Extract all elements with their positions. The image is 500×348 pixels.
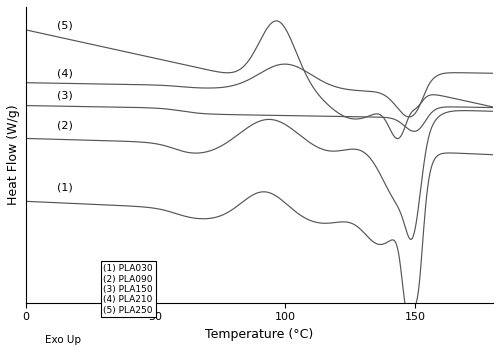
Text: (2): (2) <box>56 121 72 131</box>
Text: (5): (5) <box>56 21 72 31</box>
Text: (4): (4) <box>56 69 72 79</box>
Text: (1): (1) <box>56 183 72 193</box>
Y-axis label: Heat Flow (W/g): Heat Flow (W/g) <box>7 104 20 205</box>
Text: Exo Up: Exo Up <box>45 334 81 345</box>
X-axis label: Temperature (°C): Temperature (°C) <box>205 328 314 341</box>
Text: (3): (3) <box>56 90 72 100</box>
Text: (1) PLA030
(2) PLA090
(3) PLA150
(4) PLA210
(5) PLA250: (1) PLA030 (2) PLA090 (3) PLA150 (4) PLA… <box>104 264 153 315</box>
